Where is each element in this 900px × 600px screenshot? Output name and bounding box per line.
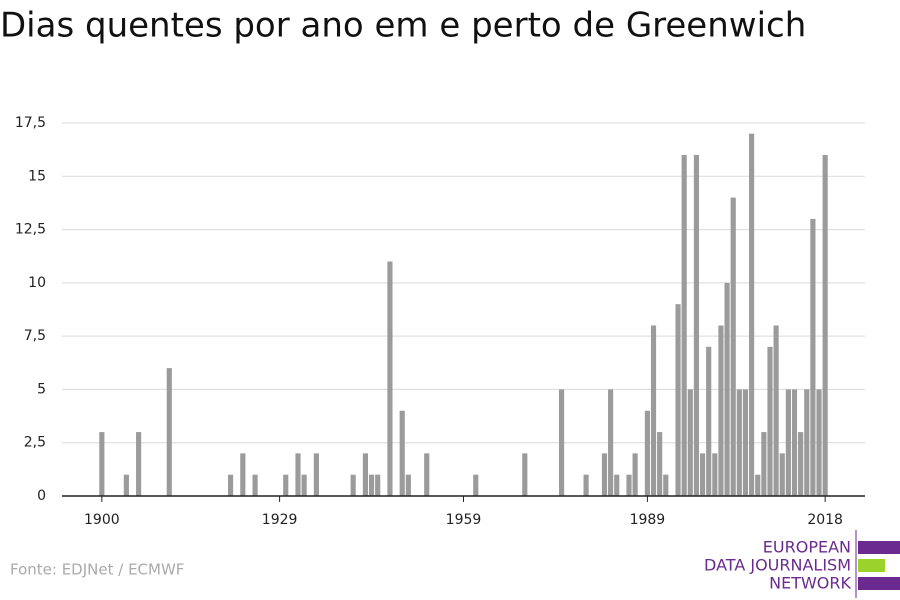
bar — [773, 325, 779, 496]
bar — [614, 474, 620, 496]
bar — [608, 389, 614, 496]
logo-text: EUROPEAN — [763, 538, 851, 557]
logo-text: DATA JOURNALISM — [704, 556, 851, 575]
bar — [583, 474, 589, 496]
y-tick-label: 5 — [37, 381, 46, 397]
bar — [650, 325, 657, 496]
bar — [742, 389, 749, 496]
bar — [252, 474, 258, 496]
bar — [601, 453, 608, 496]
bar — [123, 474, 129, 496]
bar — [779, 453, 785, 496]
bar — [699, 453, 706, 496]
x-tick-label: 1900 — [84, 512, 120, 528]
y-tick-label: 10 — [28, 275, 46, 291]
y-tick-label: 0 — [37, 488, 46, 504]
bar — [626, 474, 632, 496]
y-tick-label: 7,5 — [24, 328, 46, 344]
bar — [730, 197, 736, 496]
bar — [657, 432, 663, 496]
chart-title: Dias quentes por ano em e perto de Green… — [0, 6, 806, 46]
bar — [798, 432, 804, 496]
bar — [816, 389, 822, 496]
bar — [822, 154, 828, 496]
bar — [313, 453, 319, 496]
bar — [424, 453, 430, 496]
bar — [749, 133, 755, 496]
bar — [368, 474, 375, 496]
bar — [767, 346, 773, 496]
bar — [644, 410, 650, 496]
bar — [761, 432, 767, 496]
bar — [559, 389, 565, 496]
bar — [693, 154, 700, 496]
bar — [227, 474, 234, 496]
bar — [663, 474, 669, 496]
bar — [136, 432, 142, 496]
bar — [681, 154, 687, 496]
source: Fonte: EDJNet / ECMWF — [10, 561, 184, 579]
bar — [712, 453, 718, 496]
logo-bar — [858, 559, 885, 572]
bar — [724, 282, 730, 496]
bar — [283, 474, 289, 496]
x-tick-label: 1929 — [262, 512, 298, 528]
logo: EUROPEAN DATA JOURNALISM NETWORK — [704, 530, 900, 598]
bar — [736, 389, 742, 496]
bar — [687, 389, 693, 496]
bar — [375, 474, 381, 496]
bar — [522, 453, 528, 496]
bar — [632, 453, 638, 496]
bar — [785, 389, 791, 496]
y-tick-label: 17,5 — [15, 115, 46, 131]
logo-text: NETWORK — [769, 574, 851, 593]
bar — [791, 389, 798, 496]
bar — [755, 474, 761, 496]
x-tick-label: 2018 — [807, 512, 843, 528]
bar — [675, 304, 681, 496]
bar — [350, 474, 356, 496]
x-tick-label: 1959 — [446, 512, 482, 528]
bar — [301, 474, 307, 496]
bar — [473, 474, 479, 496]
bar — [706, 346, 712, 496]
bar — [718, 325, 724, 496]
bar — [99, 432, 105, 496]
y-tick-label: 15 — [28, 168, 46, 184]
bar — [362, 453, 368, 496]
bar — [387, 261, 393, 496]
bar — [399, 410, 405, 496]
bar — [240, 453, 246, 496]
y-tick-label: 12,5 — [15, 222, 46, 238]
logo-bar — [858, 577, 900, 590]
bar — [166, 368, 172, 496]
logo-bar — [858, 541, 900, 554]
bar — [810, 218, 816, 496]
bar — [295, 453, 301, 496]
bar — [405, 474, 411, 496]
y-tick-label: 2,5 — [24, 435, 46, 451]
bar — [804, 389, 810, 496]
x-tick-label: 1989 — [630, 512, 666, 528]
